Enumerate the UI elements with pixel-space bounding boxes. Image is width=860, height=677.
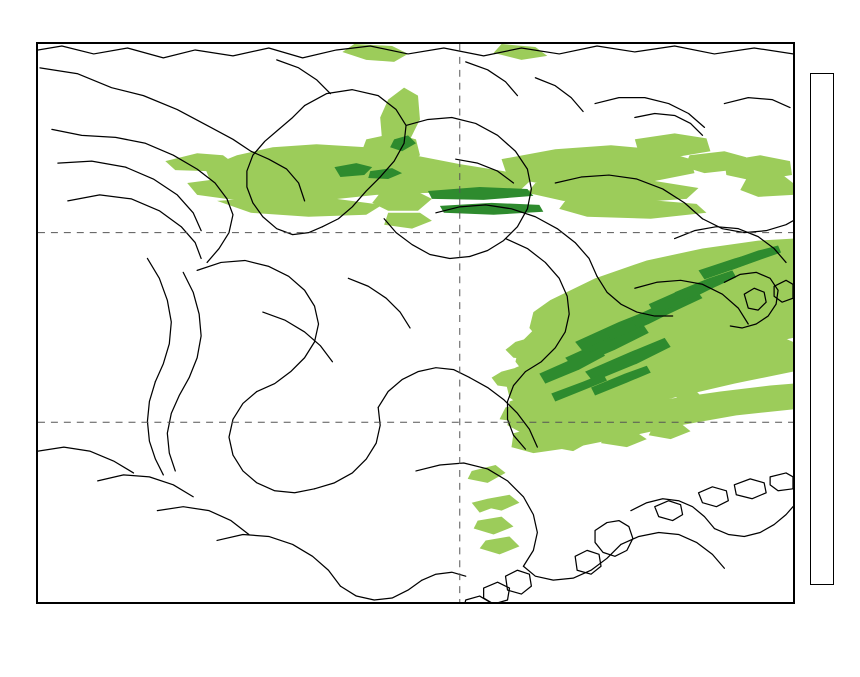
grid-layer [38,44,793,602]
map-canvas [38,44,793,602]
precip-layer-dark [334,135,782,402]
boundary-layer [38,45,793,602]
map-panel[interactable] [36,42,795,604]
colorbar[interactable] [810,73,834,585]
